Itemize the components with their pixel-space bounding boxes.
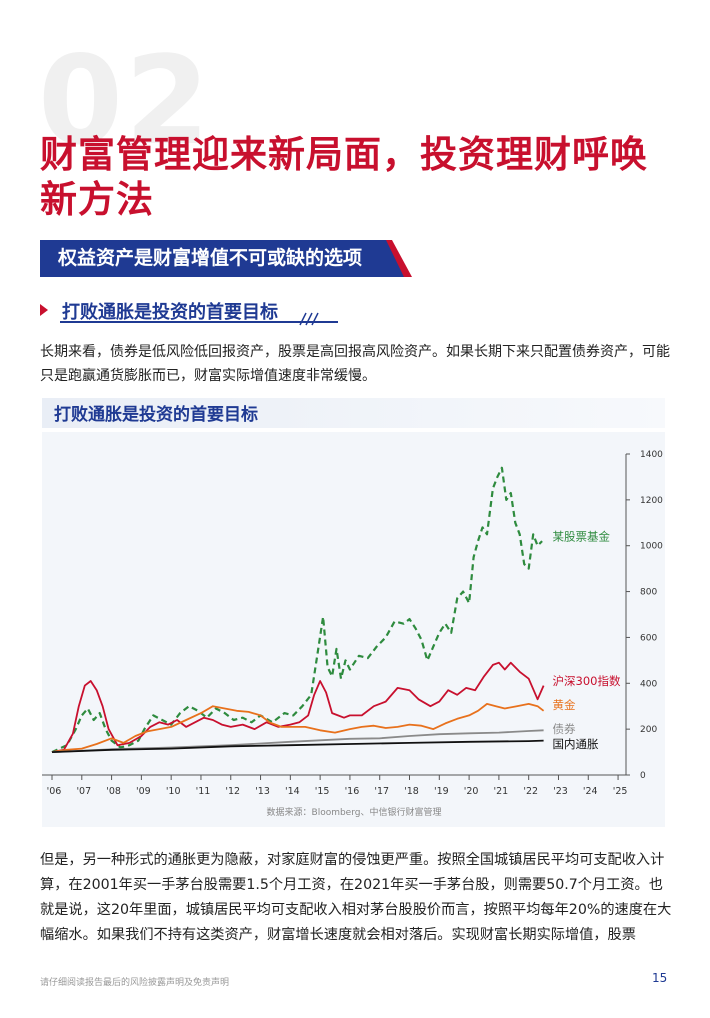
x-tick-label: '13 xyxy=(255,786,270,797)
chart-source: 数据来源：Bloomberg、中信银行财富管理 xyxy=(267,806,442,818)
x-tick-label: '10 xyxy=(166,786,181,797)
x-tick-label: '12 xyxy=(225,786,240,797)
banner-shape xyxy=(40,240,412,277)
y-tick-label: 1000 xyxy=(640,542,663,552)
x-tick-label: '09 xyxy=(136,786,151,797)
page-title: 财富管理迎来新局面，投资理财呼唤新方法 xyxy=(40,133,648,221)
series-line xyxy=(51,661,545,753)
x-tick-label: '17 xyxy=(374,786,389,797)
section-banner: 权益资产是财富增值不可或缺的选项 xyxy=(40,240,412,277)
body-paragraph: 但是，另一种形式的通胀更为隐蔽，对家庭财富的侵蚀更严重。按照全国城镇居民平均可支… xyxy=(40,852,672,943)
intro-paragraph: 长期来看，债券是低风险低回报资产，股票是高回报高风险资产。如果长期下来只配置债券… xyxy=(40,344,670,384)
y-tick-label: 800 xyxy=(640,588,657,598)
subheading-underline xyxy=(60,321,338,323)
series-line xyxy=(51,739,544,753)
series-label: 黄金 xyxy=(553,698,576,712)
chart-panel: 0 200 400 600 800 1000 1200 1400 '06 '07 '08 '09 '10… xyxy=(42,432,665,827)
y-tick-label: 600 xyxy=(640,633,657,643)
y-tick-label: 1400 xyxy=(640,450,663,460)
y-tick-label: 0 xyxy=(640,771,646,781)
x-tick-label: '19 xyxy=(434,786,449,797)
x-tick-label: '23 xyxy=(553,786,568,797)
x-tick-label: '06 xyxy=(47,786,62,797)
page-number: 15 xyxy=(652,971,668,985)
subheading-text: 打败通胀是投资的首要目标 xyxy=(62,302,278,323)
chart-heading: 打败通胀是投资的首要目标 xyxy=(54,405,258,425)
x-tick-label: '07 xyxy=(76,786,91,797)
x-tick-label: '20 xyxy=(464,786,479,797)
line-chart: 0 200 400 600 800 1000 1200 1400 '06 '07 '08 '09 '10… xyxy=(42,450,663,818)
chart-heading-bar: 打败通胀是投资的首要目标 xyxy=(42,398,665,428)
x-tick-label: '15 xyxy=(315,786,330,797)
y-tick-label: 400 xyxy=(640,679,657,689)
series-label: 债券 xyxy=(553,722,576,736)
y-tick-label: 1200 xyxy=(640,496,663,506)
triangle-bullet-icon xyxy=(40,304,48,316)
x-tick-label: '24 xyxy=(583,786,598,797)
underline-slashes xyxy=(299,312,319,326)
x-tick-label: '14 xyxy=(285,786,300,797)
x-tick-label: '08 xyxy=(106,786,121,797)
series-line xyxy=(51,703,545,753)
banner-text: 权益资产是财富增值不可或缺的选项 xyxy=(58,247,363,269)
x-tick-label: '25 xyxy=(613,786,628,797)
x-tick-label: '11 xyxy=(196,786,211,797)
series-label: 国内通胀 xyxy=(553,737,599,751)
x-tick-label: '21 xyxy=(494,786,509,797)
x-tick-label: '22 xyxy=(523,786,538,797)
series-label: 沪深300指数 xyxy=(553,674,621,688)
y-tick-label: 200 xyxy=(640,725,657,735)
disclaimer-note: 请仔细阅读报告最后的风险披露声明及免责声明 xyxy=(40,978,230,988)
x-tick-label: '16 xyxy=(345,786,360,797)
series-line xyxy=(51,466,543,754)
x-tick-label: '18 xyxy=(404,786,419,797)
series-label: 某股票基金 xyxy=(553,530,611,544)
section-number: 02 xyxy=(38,30,212,172)
series-line xyxy=(51,729,544,753)
